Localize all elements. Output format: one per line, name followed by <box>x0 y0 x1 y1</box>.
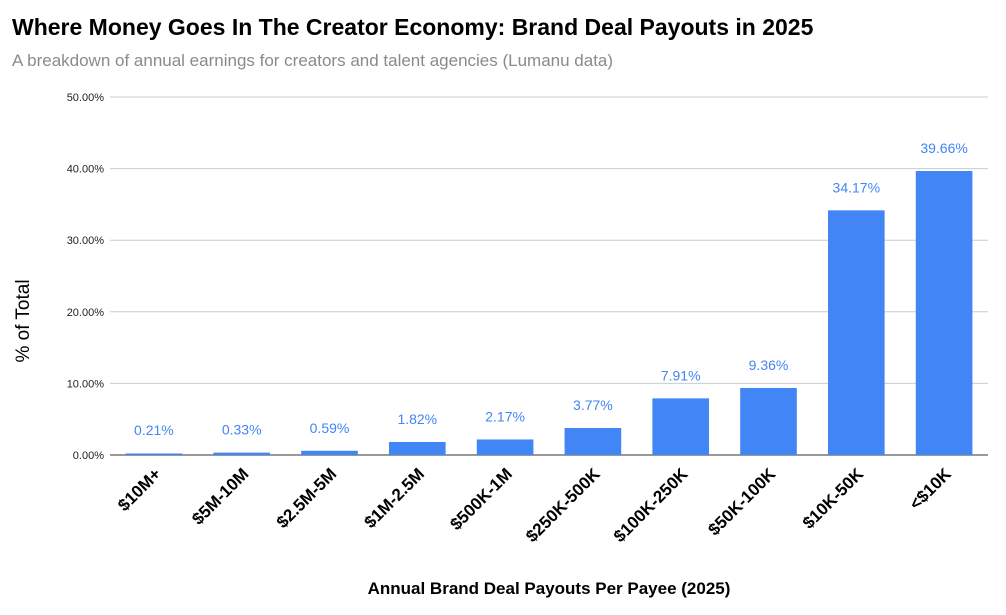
data-label: 0.33% <box>222 422 262 438</box>
data-label: 0.21% <box>134 422 174 438</box>
x-tick-label: $2.5M-5M <box>273 464 341 532</box>
data-label: 3.77% <box>573 397 613 413</box>
x-tick-label: <$10K <box>906 464 956 514</box>
y-axis-ticks: 0.00% 10.00% 20.00% 30.00% 40.00% 50.00% <box>67 92 105 462</box>
x-tick-label: $50K-100K <box>704 464 779 539</box>
data-label: 1.82% <box>397 411 437 427</box>
x-tick-label: $10M+ <box>114 464 165 515</box>
bar <box>476 439 534 455</box>
bar <box>827 210 885 455</box>
y-tick-label: 40.00% <box>67 164 105 176</box>
data-label: 39.66% <box>920 140 967 156</box>
data-label: 7.91% <box>661 367 701 383</box>
chart-subtitle: A breakdown of annual earnings for creat… <box>12 51 614 70</box>
chart-title: Where Money Goes In The Creator Economy:… <box>12 14 814 40</box>
data-labels: 0.21% 0.33% 0.59% 1.82% 2.17% 3.77% 7.91% 9.36%… <box>134 140 968 438</box>
bar <box>301 450 358 455</box>
x-tick-label: $250K-500K <box>522 464 604 546</box>
y-tick-label: 10.00% <box>67 378 105 390</box>
y-tick-label: 30.00% <box>67 235 105 247</box>
y-tick-label: 0.00% <box>73 450 104 462</box>
bar <box>652 398 710 455</box>
bars <box>125 171 973 455</box>
bar <box>213 452 271 455</box>
x-tick-label: $1M-2.5M <box>361 464 429 532</box>
data-label: 2.17% <box>485 408 525 424</box>
bar <box>564 428 622 455</box>
bar <box>125 453 183 455</box>
x-tick-label: $10K-50K <box>799 464 868 533</box>
x-tick-label: $5M-10M <box>188 464 252 528</box>
bar <box>388 441 446 455</box>
bar <box>915 171 973 455</box>
y-tick-label: 20.00% <box>67 307 105 319</box>
x-tick-label: $500K-1M <box>446 464 516 534</box>
data-label: 34.17% <box>833 179 880 195</box>
x-axis-title: Annual Brand Deal Payouts Per Payee (202… <box>368 579 731 598</box>
bar <box>740 387 797 455</box>
data-label: 9.36% <box>749 357 789 373</box>
y-axis-title: % of Total <box>13 279 34 362</box>
x-axis-ticks: $10M+ $5M-10M $2.5M-5M $1M-2.5M $500K-1M $250… <box>114 464 955 546</box>
data-label: 0.59% <box>310 420 350 436</box>
y-tick-label: 50.00% <box>67 92 105 104</box>
x-tick-label: $100K-250K <box>610 464 692 546</box>
